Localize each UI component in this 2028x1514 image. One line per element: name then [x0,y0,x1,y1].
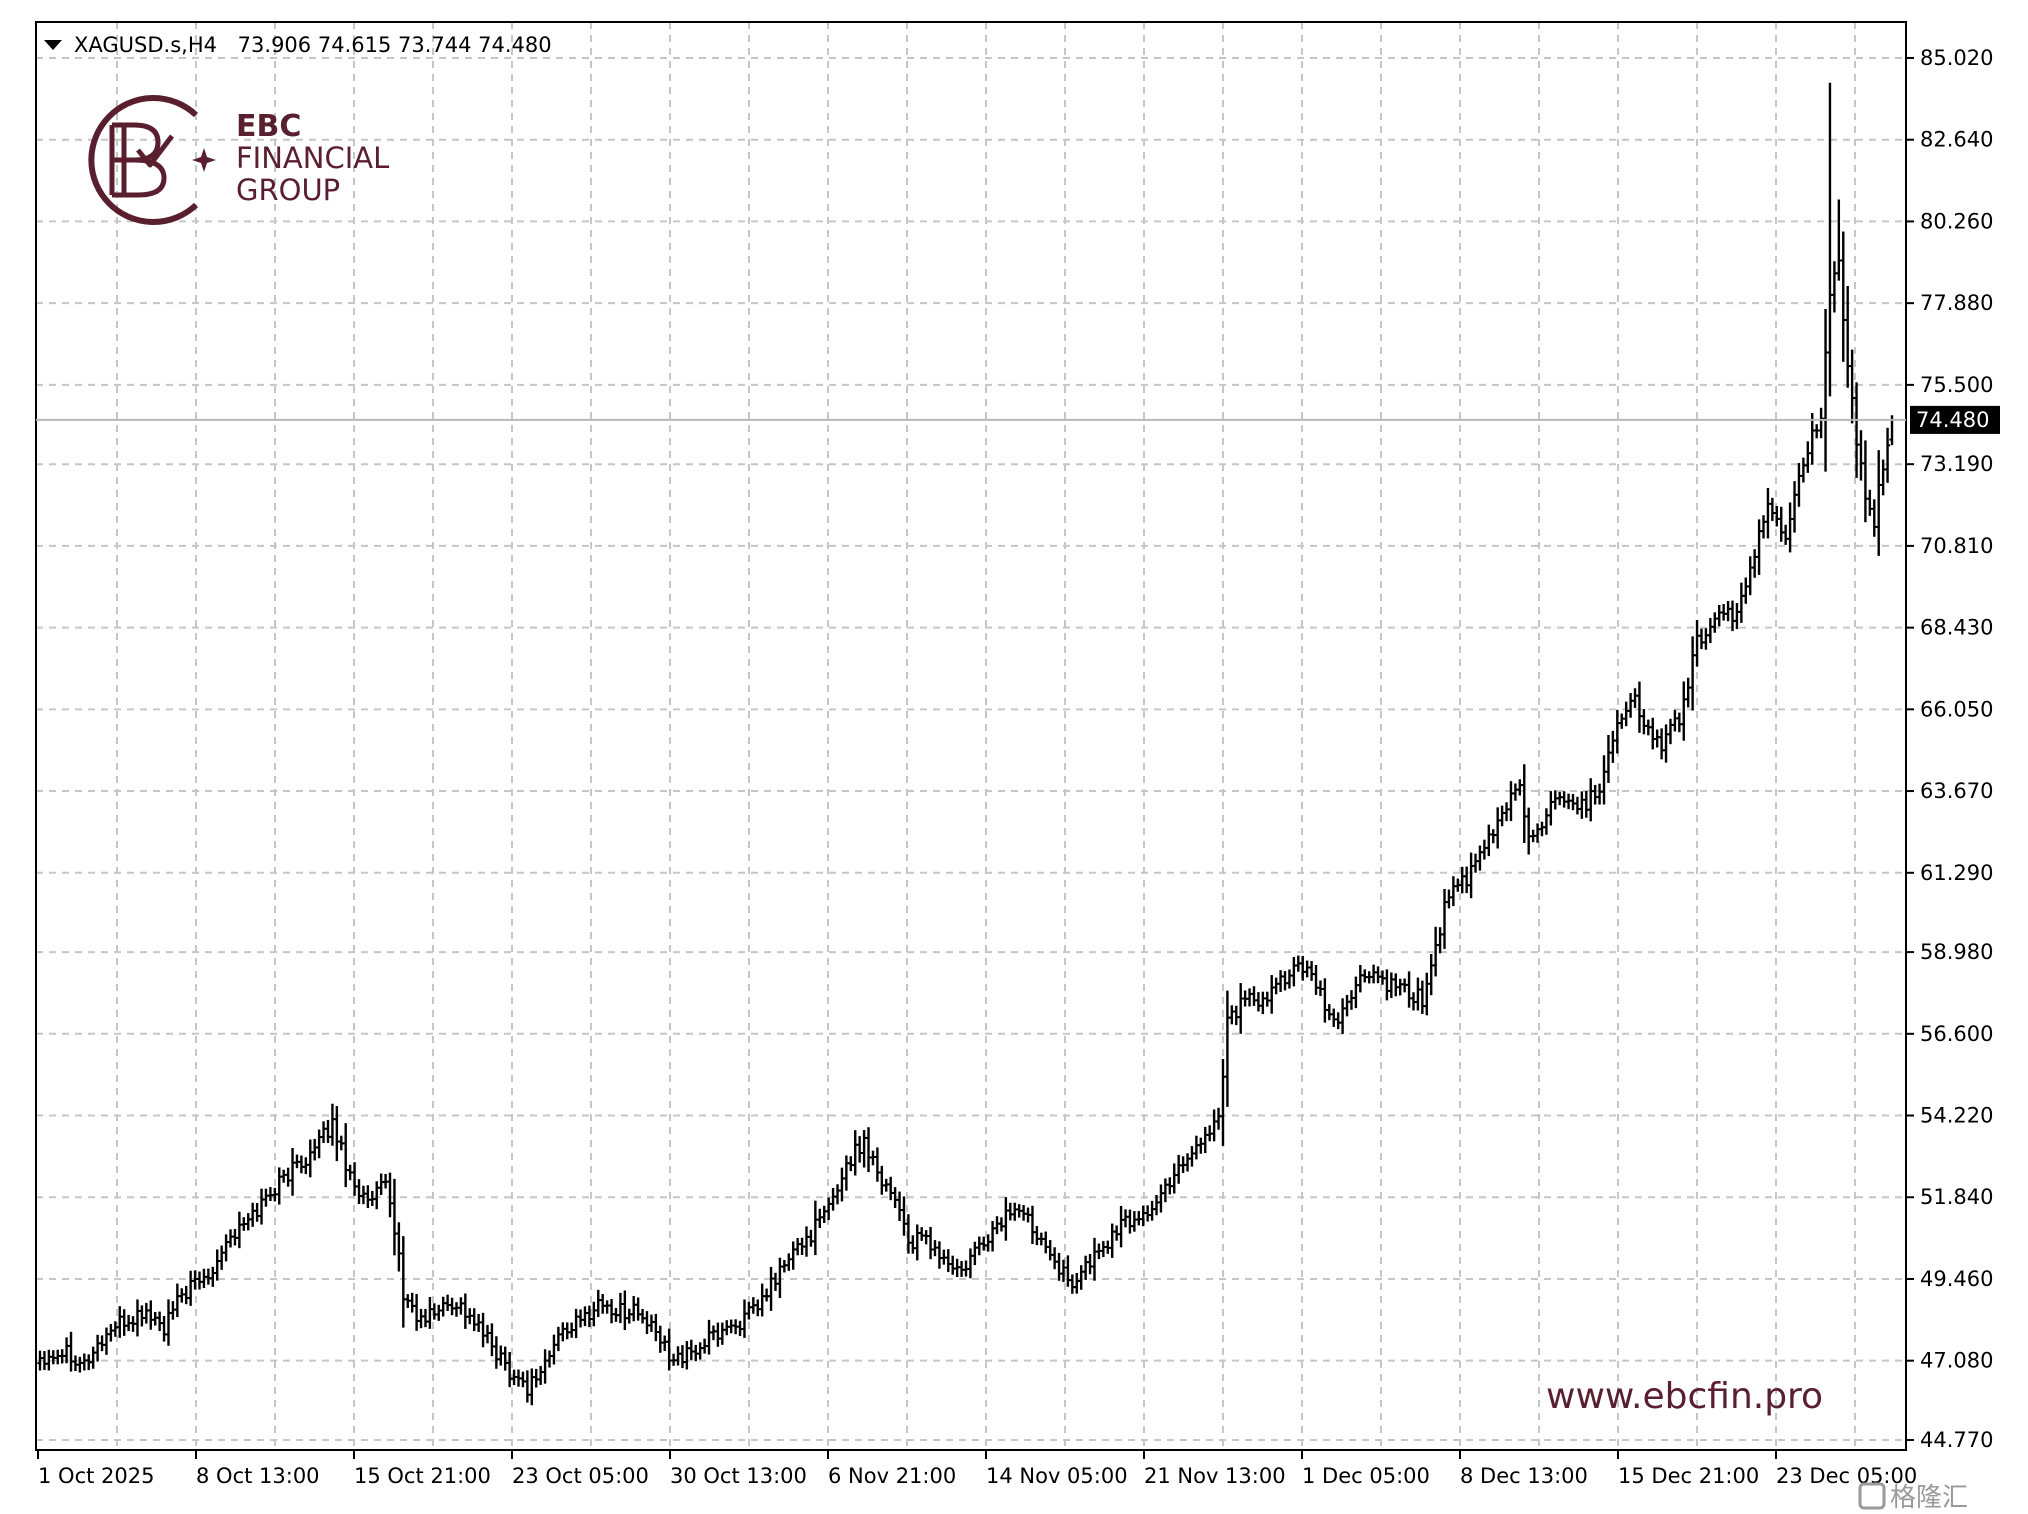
plot-frame [35,21,1907,1451]
y-tick-label: 70.810 [1920,534,1993,558]
y-tick-label: 49.460 [1920,1267,1993,1291]
y-tick-label: 75.500 [1920,373,1993,397]
logo-line1: EBC [236,109,301,144]
y-tick-label: 61.290 [1920,861,1993,885]
current-price-line: 74.480 [36,405,2000,434]
logo-line2: FINANCIAL [236,141,389,175]
x-tick-label: 14 Nov 05:00 [986,1464,1128,1488]
logo-sparkle-icon [192,148,216,172]
logo-monogram-icon [109,122,174,198]
y-tick-label: 68.430 [1920,616,1993,640]
current-price-badge [1910,405,2000,434]
watermark: 格隆汇 [1858,1482,1968,1513]
x-tick-label: 23 Oct 05:00 [512,1464,649,1488]
x-tick-label: 30 Oct 13:00 [670,1464,807,1488]
logo-line3: GROUP [236,173,340,207]
y-tick-label: 47.080 [1920,1349,1993,1373]
logo-ring-icon [88,95,199,225]
x-tick-label: 1 Oct 2025 [38,1464,154,1488]
y-tick-label: 73.190 [1920,452,1993,476]
y-tick-label: 44.770 [1920,1428,1993,1452]
y-tick-label: 77.880 [1920,291,1993,315]
svg-text:XAGUSD.s,H4 73.906 74.61: XAGUSD.s,H4 73.906 74.615 73.744 74.480 [74,33,552,57]
chart-header: XAGUSD.s,H4 73.906 74.615 73.744 74.480 [44,33,552,57]
y-tick-label: 66.050 [1920,697,1993,721]
y-tick-label: 51.840 [1920,1185,1993,1209]
watermark-text: 格隆汇 [1890,1483,1968,1513]
symbol-label: XAGUSD.s,H4 [74,33,217,57]
y-tick-label: 58.980 [1920,940,1993,964]
watermark-logo-icon [1858,1482,1886,1510]
y-tick-label: 80.260 [1920,209,1993,233]
x-tick-label: 8 Oct 13:00 [196,1464,320,1488]
price-axis: 85.020 82.640 80.260 77.880 75.500 73.190 70.8… [1906,46,1993,1452]
x-tick-label: 21 Nov 13:00 [1144,1464,1286,1488]
current-price-label: 74.480 [1916,408,1989,432]
y-tick-label: 56.600 [1920,1022,1993,1046]
y-tick-label: 63.670 [1920,779,1993,803]
price-bars [37,82,1895,1406]
chart-grid [36,22,1906,1450]
ohlc-label: 73.906 74.615 73.744 74.480 [238,33,552,57]
y-tick-label: 82.640 [1920,128,1993,152]
ebc-logo: EBC FINANCIAL GROUP [88,95,389,225]
x-tick-label: 1 Dec 05:00 [1302,1464,1430,1488]
y-tick-label: 85.020 [1920,46,1993,70]
x-tick-label: 23 Dec 05:00 [1776,1464,1917,1488]
x-tick-label: 6 Nov 21:00 [828,1464,956,1488]
time-axis: 1 Oct 2025 8 Oct 13:00 15 Oct 21:00 23 Oct … [37,1450,1917,1488]
x-tick-label: 8 Dec 13:00 [1460,1464,1588,1488]
dropdown-triangle-icon[interactable] [44,40,62,50]
x-tick-label: 15 Oct 21:00 [354,1464,491,1488]
x-tick-label: 15 Dec 21:00 [1618,1464,1759,1488]
y-tick-label: 54.220 [1920,1104,1993,1128]
website-url: www.ebcfin.pro [1546,1376,1823,1417]
